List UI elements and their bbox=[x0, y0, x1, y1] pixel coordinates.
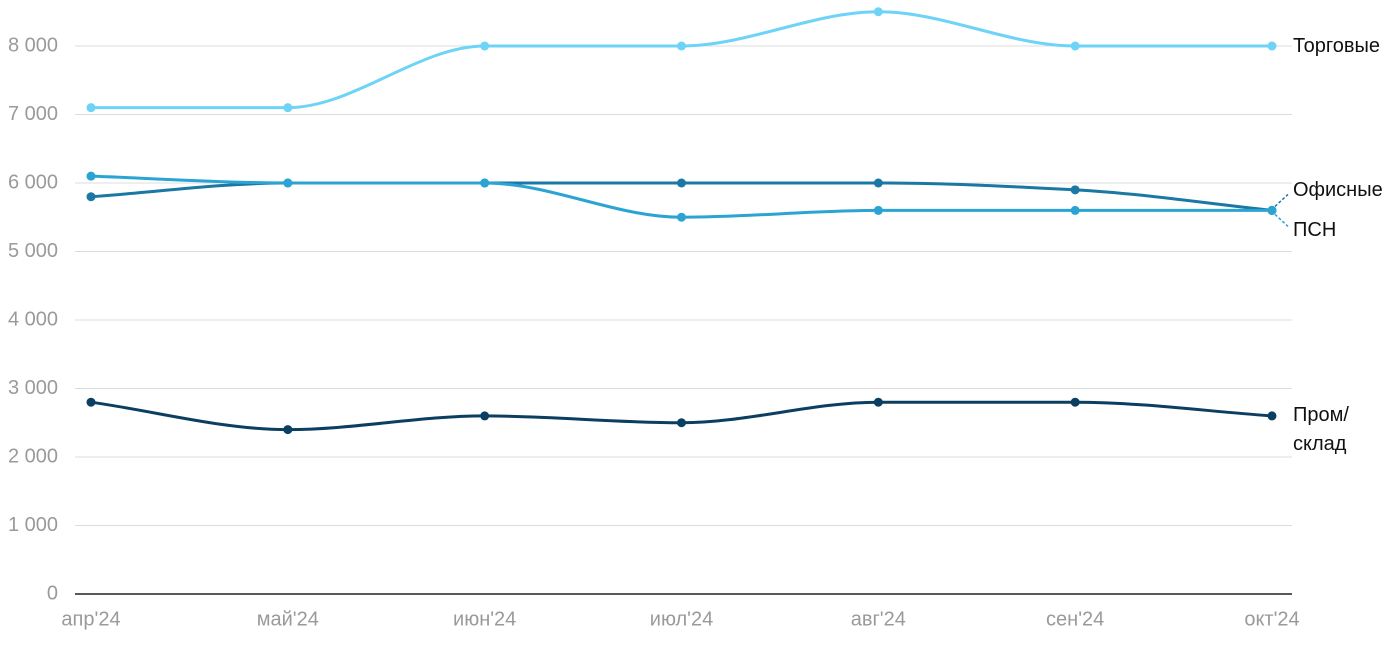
data-point bbox=[86, 103, 96, 113]
data-point bbox=[677, 212, 686, 222]
data-point bbox=[677, 418, 686, 428]
data-point bbox=[1267, 41, 1277, 51]
y-tick-label: 6 000 bbox=[8, 171, 58, 193]
data-point bbox=[283, 425, 293, 435]
y-tick-label: 3 000 bbox=[8, 377, 58, 399]
data-point bbox=[86, 397, 96, 407]
data-point bbox=[873, 7, 883, 17]
data-point bbox=[480, 411, 490, 421]
data-point bbox=[283, 103, 293, 113]
y-tick-label: 0 bbox=[47, 582, 58, 604]
x-tick-label: май'24 bbox=[257, 608, 319, 630]
x-tick-label: апр'24 bbox=[61, 608, 120, 630]
data-point bbox=[1070, 397, 1080, 407]
data-point bbox=[1070, 205, 1080, 215]
data-point bbox=[1267, 205, 1277, 215]
y-tick-label: 7 000 bbox=[8, 103, 58, 125]
data-point bbox=[873, 205, 883, 215]
data-point bbox=[1267, 411, 1277, 421]
data-point bbox=[480, 178, 490, 188]
y-tick-label: 2 000 bbox=[8, 445, 58, 467]
y-tick-label: 1 000 bbox=[8, 514, 58, 536]
x-tick-label: окт'24 bbox=[1244, 608, 1299, 630]
data-point bbox=[86, 171, 96, 181]
series-label: Торговые bbox=[1293, 34, 1381, 57]
series-label: Пром/склад bbox=[1293, 403, 1349, 455]
label-connector bbox=[1274, 193, 1289, 207]
series-label: Офисные bbox=[1293, 178, 1383, 201]
data-point bbox=[86, 192, 96, 202]
data-point bbox=[873, 178, 883, 188]
x-tick-label: июл'24 bbox=[650, 608, 713, 630]
y-tick-label: 8 000 bbox=[8, 34, 58, 56]
data-point bbox=[677, 178, 686, 188]
x-tick-label: авг'24 bbox=[851, 608, 906, 630]
series-label: ПСН bbox=[1293, 218, 1337, 241]
data-point bbox=[1070, 185, 1080, 195]
data-point bbox=[480, 41, 490, 51]
data-point bbox=[283, 178, 293, 188]
y-tick-label: 5 000 bbox=[8, 240, 58, 262]
data-point bbox=[873, 397, 883, 407]
x-tick-label: июн'24 bbox=[453, 608, 516, 630]
y-tick-label: 4 000 bbox=[8, 308, 58, 330]
label-connector bbox=[1274, 213, 1289, 227]
series-line bbox=[90, 10, 1272, 110]
data-point bbox=[1070, 41, 1080, 51]
data-point bbox=[677, 41, 686, 51]
x-tick-label: сен'24 bbox=[1046, 608, 1104, 630]
